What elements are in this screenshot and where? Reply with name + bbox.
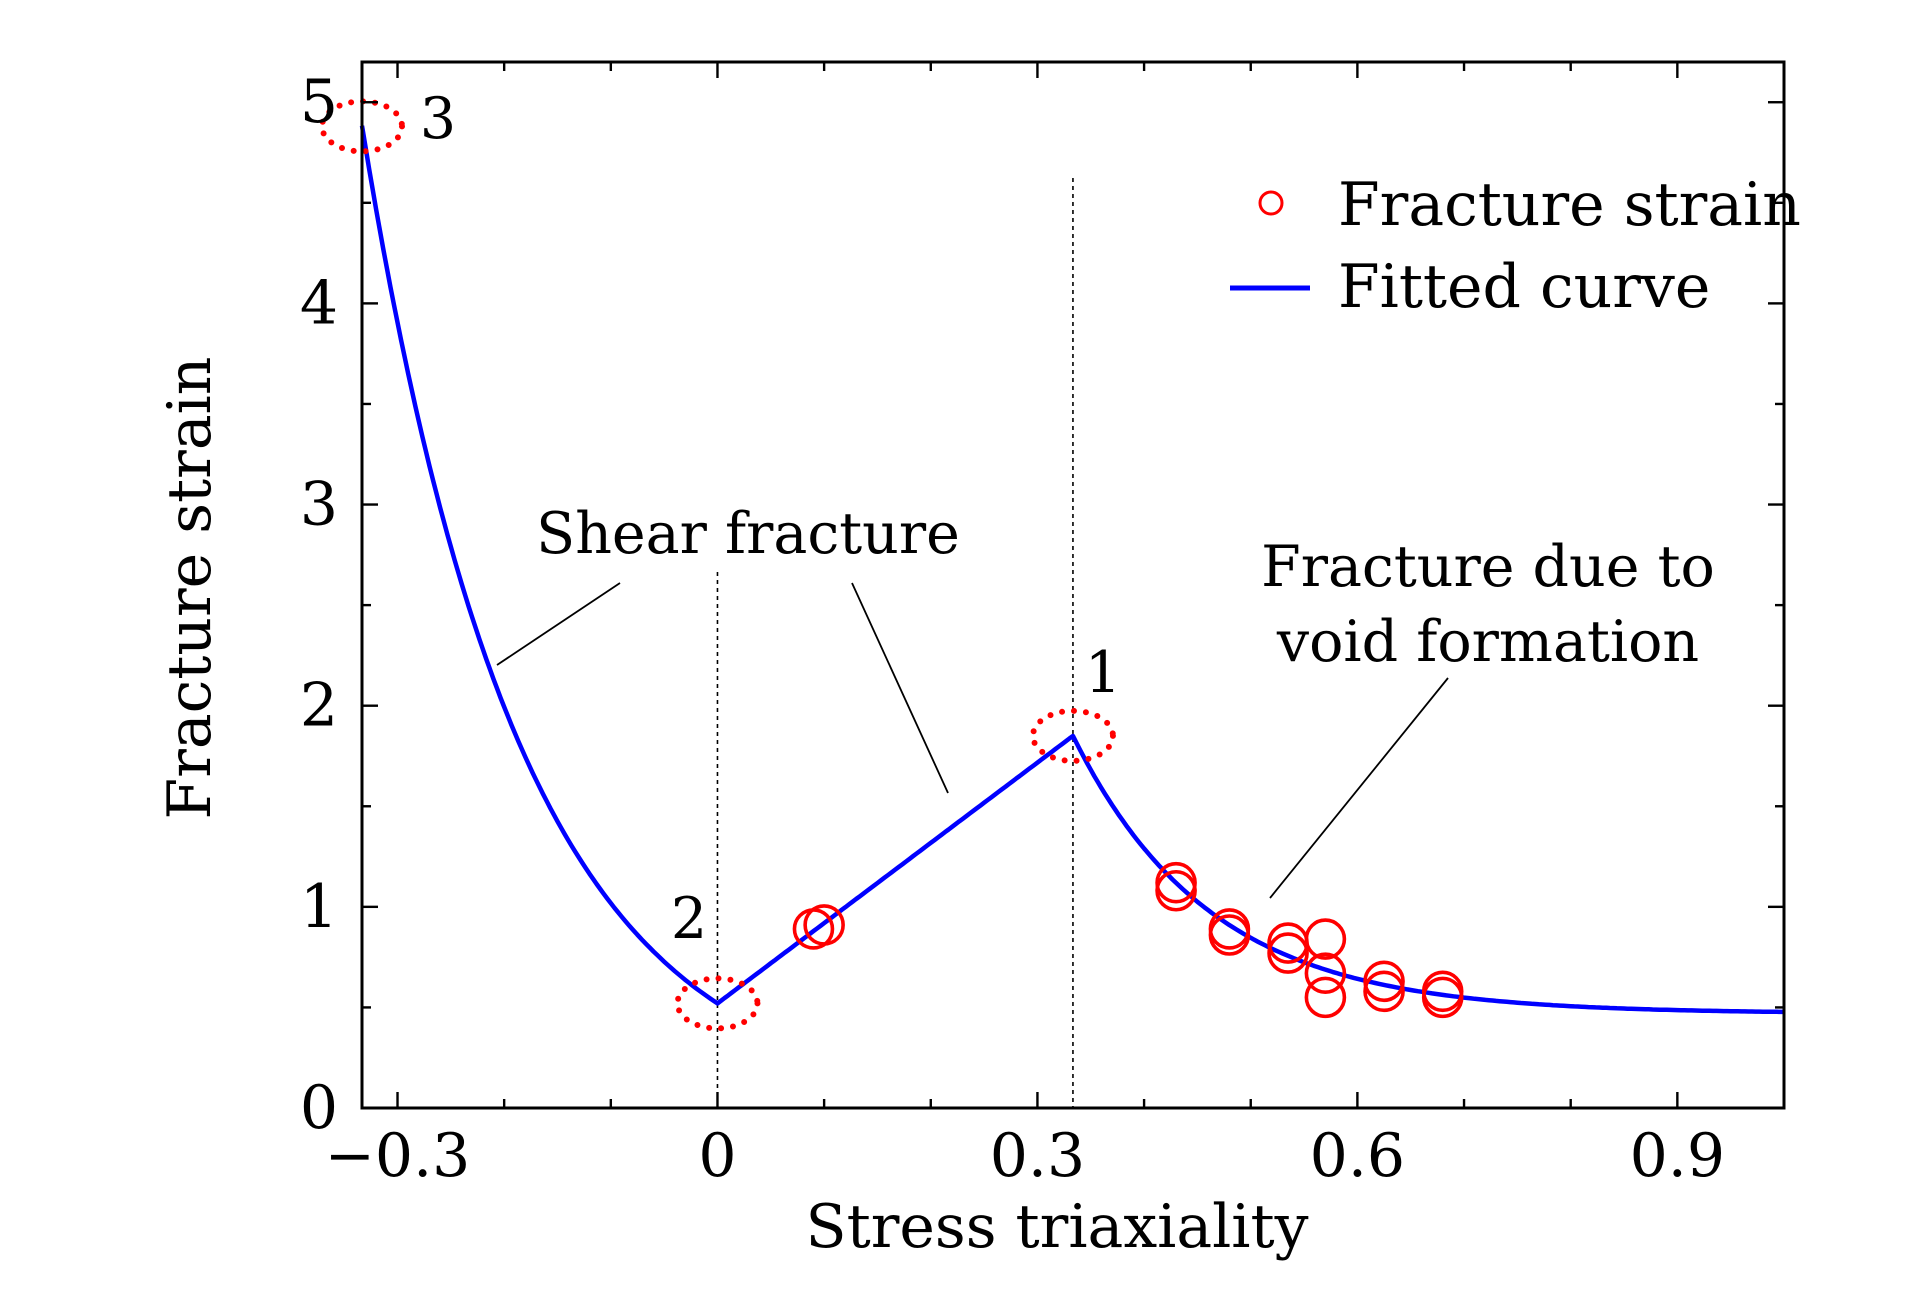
- y-tick-label: 4: [300, 268, 338, 338]
- fracture-strain-point: [1304, 918, 1347, 960]
- legend-swatch-fracture-strain: [1258, 190, 1284, 216]
- y-tick-label: 5: [300, 67, 338, 137]
- fracture-strain-point: [1363, 970, 1405, 1013]
- annotation-leader-line: [851, 582, 949, 794]
- legend-label-fracture-strain: Fracture strain: [1338, 170, 1801, 240]
- x-tick-label: 0.9: [1630, 1121, 1725, 1191]
- legend-label-fitted-curve: Fitted curve: [1338, 252, 1710, 322]
- y-axis-title: Fracture strain: [155, 357, 225, 820]
- marked-point-1-ellipse: [1029, 707, 1116, 764]
- y-tick-label: 3: [300, 470, 338, 540]
- y-tick-label: 0: [300, 1073, 338, 1143]
- y-tick-label: 2: [300, 671, 338, 741]
- annotation-void-line2: void formation: [1276, 609, 1699, 675]
- fracture-strain-point: [1304, 976, 1347, 1019]
- annotation-shear-fracture: Shear fracture: [536, 501, 960, 567]
- x-tick-label: −0.3: [325, 1121, 471, 1191]
- x-tick-label: 0.3: [990, 1121, 1085, 1191]
- annotation-leader-line: [1269, 677, 1449, 899]
- y-tick-label: 1: [300, 872, 338, 942]
- marked-point-2-ellipse: [674, 975, 761, 1032]
- plot-frame: [360, 60, 1786, 1110]
- fracture-strain-point: [1363, 960, 1405, 1003]
- annotation-void-line1: Fracture due to: [1261, 534, 1715, 600]
- x-axis-title: Stress triaxiality: [806, 1192, 1309, 1262]
- fracture-strain-point: [1267, 932, 1309, 974]
- fitted-curve-line: [359, 125, 1784, 1015]
- x-tick-label: 0.6: [1310, 1121, 1405, 1191]
- fracture-strain-point: [1208, 908, 1251, 950]
- fracture-strain-point: [1304, 952, 1347, 995]
- fracture-strain-point: [1155, 869, 1197, 912]
- fracture-strain-point: [1421, 970, 1464, 1013]
- x-tick-label: 0: [698, 1121, 736, 1191]
- fracture-strain-point: [803, 904, 845, 946]
- fracture-strain-point: [1155, 861, 1197, 904]
- legend: Fracture strain Fitted curve: [1230, 170, 1801, 322]
- marked-point-label-1: 1: [1085, 640, 1121, 706]
- annotation-leader-line: [496, 582, 621, 666]
- marked-point-label-3: 3: [420, 86, 456, 152]
- marked-point-label-2: 2: [671, 886, 707, 952]
